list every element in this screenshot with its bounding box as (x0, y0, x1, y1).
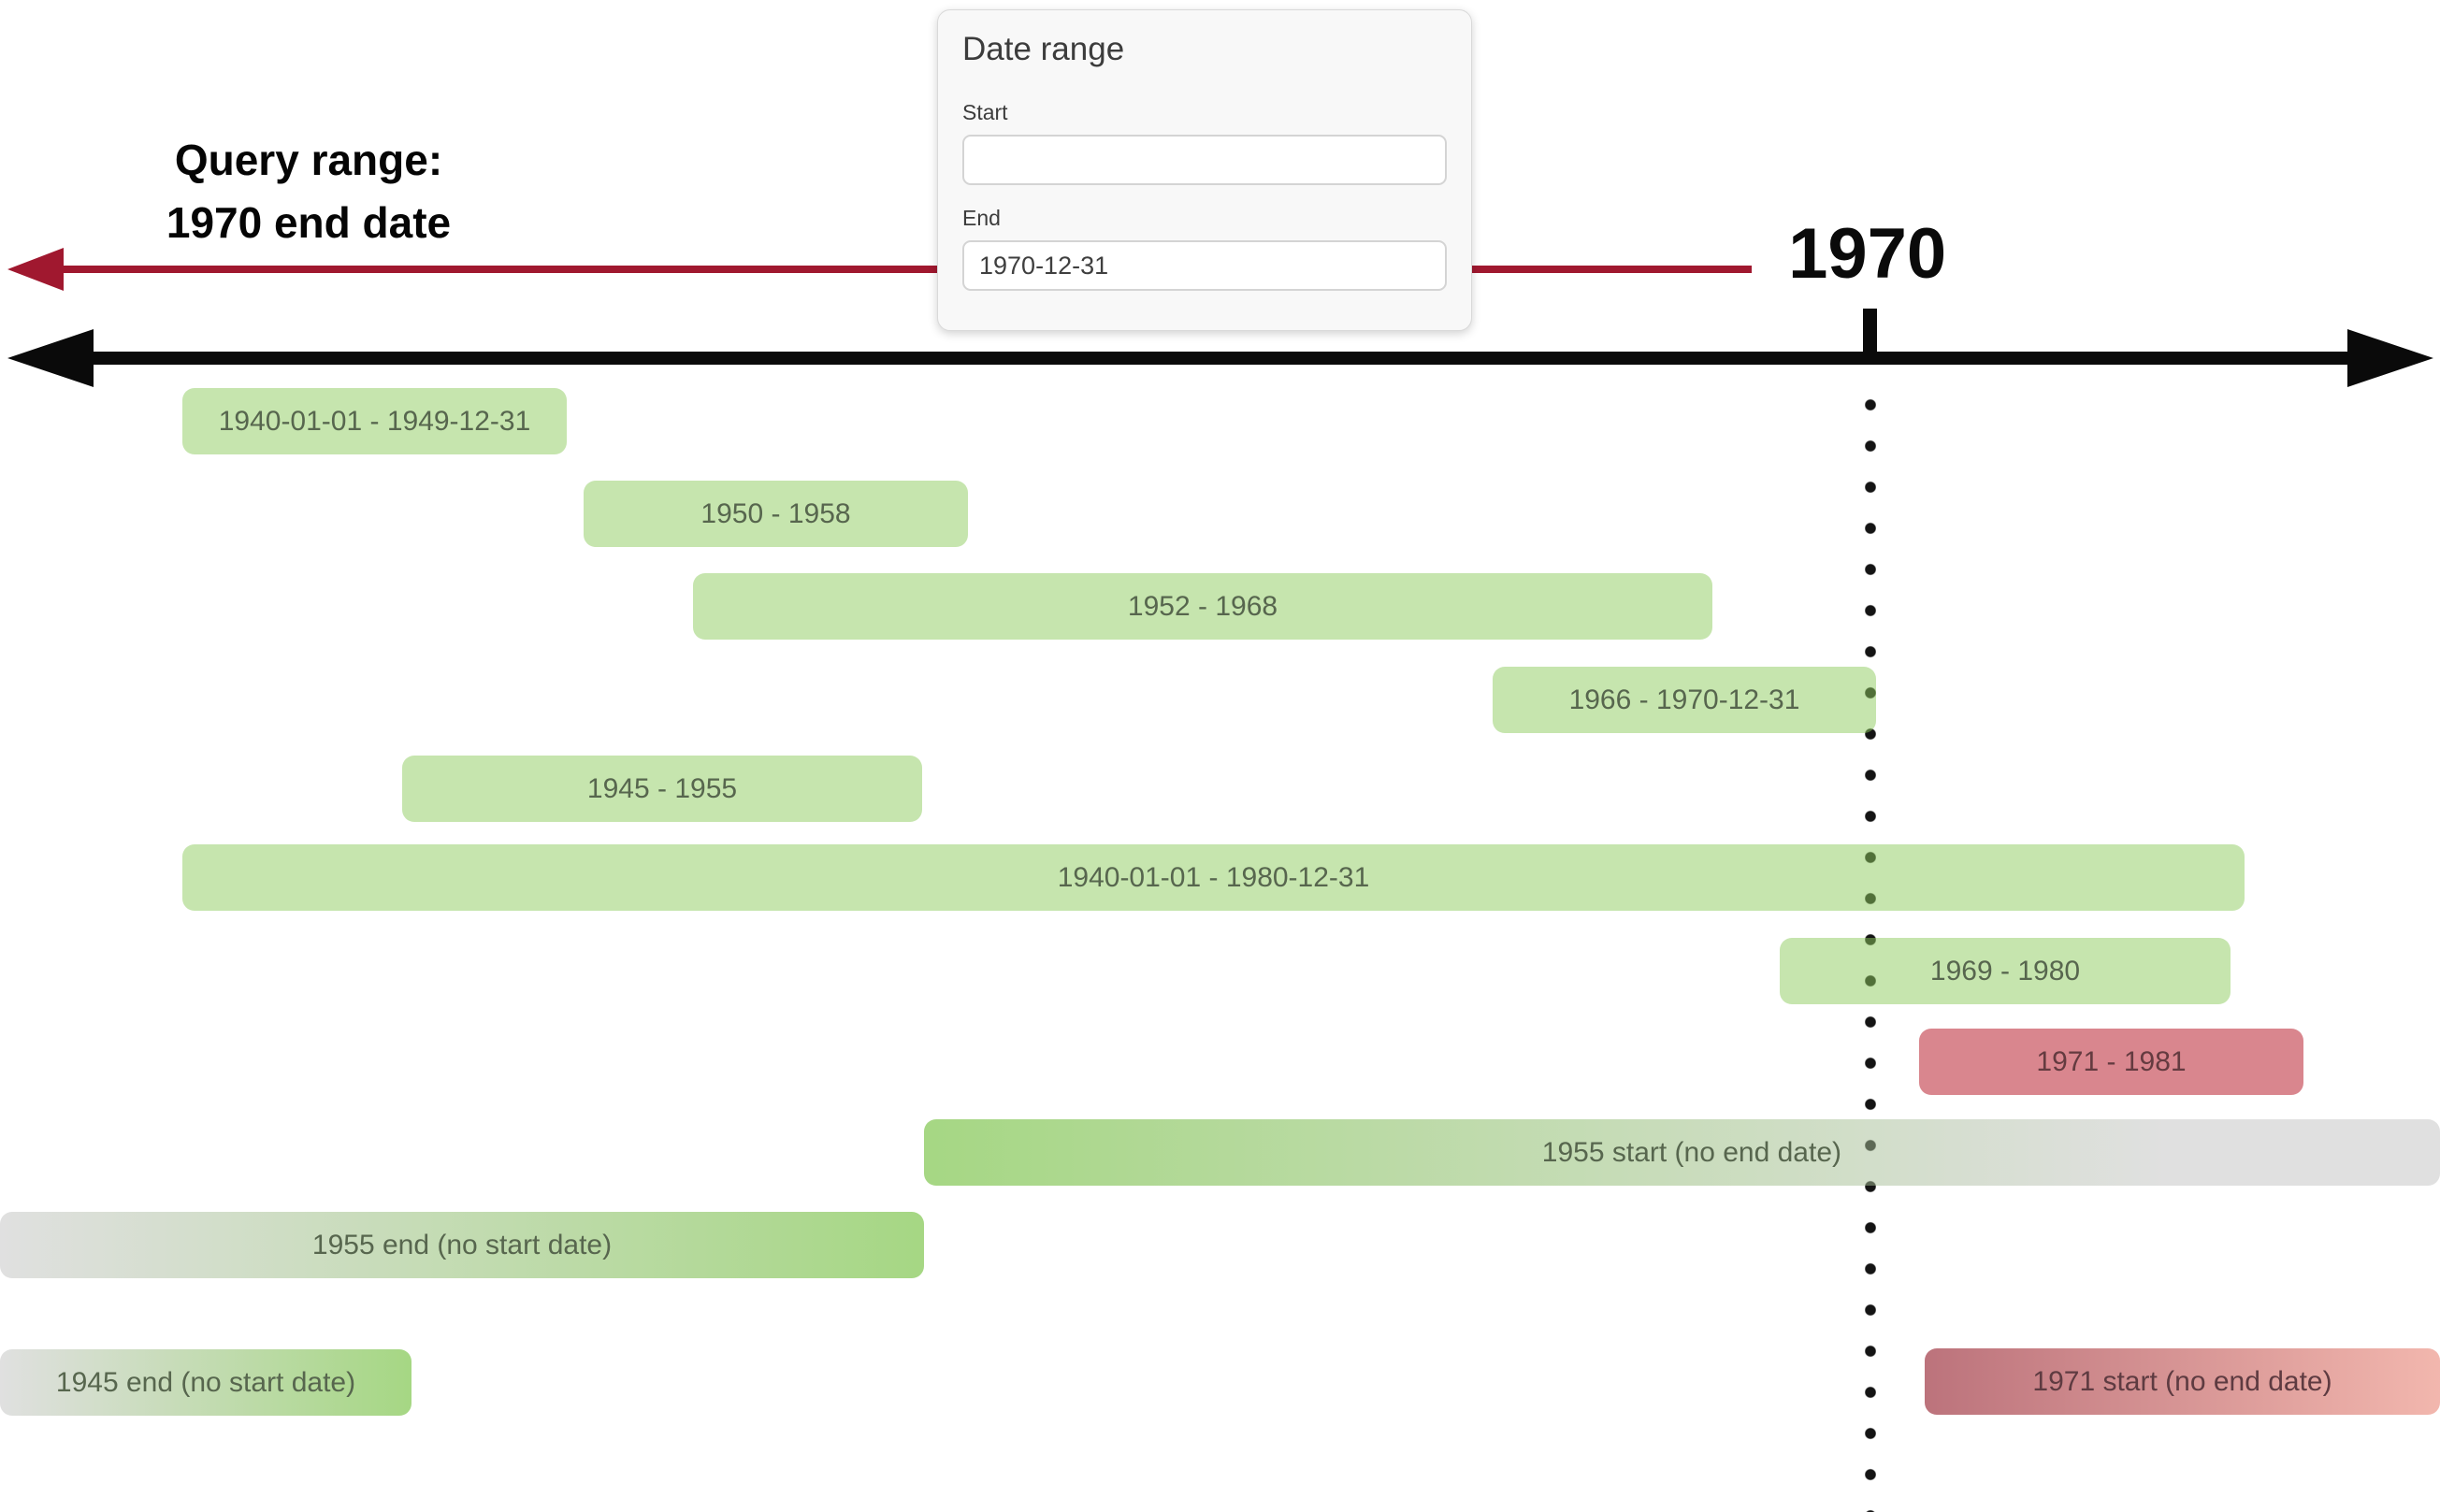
timeline-bar-label: 1966 - 1970-12-31 (1568, 684, 1800, 715)
year-marker-tick (1863, 309, 1877, 353)
timeline-axis (54, 352, 2387, 365)
start-date-label: Start (962, 100, 1008, 124)
query-range-annotation: Query range: 1970 end date (84, 129, 533, 253)
timeline-bar-label: 1952 - 1968 (1127, 591, 1278, 622)
timeline-bar-label: 1945 end (no start date) (55, 1367, 356, 1398)
timeline-bar-1: 1940-01-01 - 1949-12-31 (182, 388, 567, 454)
query-range-arrowhead-left-icon (7, 248, 64, 291)
end-date-input[interactable] (962, 240, 1447, 291)
timeline-bar-label: 1955 start (no end date) (1541, 1137, 1841, 1168)
timeline-bar-label: 1969 - 1980 (1929, 956, 2081, 986)
timeline-bar-label: 1971 start (no end date) (2032, 1366, 2332, 1397)
date-range-panel-title: Date range (962, 31, 1125, 67)
timeline-bar-2: 1950 - 1958 (584, 481, 968, 547)
timeline-bar-6: 1940-01-01 - 1980-12-31 (182, 844, 2245, 911)
year-marker-label: 1970 (1788, 214, 1947, 294)
timeline-bar-label: 1940-01-01 - 1949-12-31 (218, 406, 531, 437)
timeline-bar-10: 1955 end (no start date) (0, 1212, 924, 1278)
date-range-panel: Date range Start End (937, 9, 1472, 331)
timeline-bar-label: 1971 - 1981 (2036, 1046, 2187, 1077)
query-range-annotation-line2: 1970 end date (166, 197, 452, 247)
query-range-arrow-line (47, 266, 1752, 273)
start-date-input[interactable] (962, 135, 1447, 185)
timeline-bar-label: 1940-01-01 - 1980-12-31 (1057, 862, 1370, 893)
timeline-arrowhead-left-icon (7, 329, 94, 387)
timeline-bar-4: 1966 - 1970-12-31 (1493, 667, 1876, 733)
query-range-annotation-line1: Query range: (174, 136, 443, 184)
timeline-bar-3: 1952 - 1968 (693, 573, 1712, 640)
timeline-bar-11: 1945 end (no start date) (0, 1349, 411, 1416)
timeline-bar-label: 1950 - 1958 (700, 498, 851, 529)
timeline-arrowhead-right-icon (2347, 329, 2433, 387)
timeline-bar-9: 1955 start (no end date) (924, 1119, 2440, 1186)
timeline-bar-12: 1971 start (no end date) (1925, 1348, 2440, 1415)
timeline-bar-8: 1971 - 1981 (1919, 1029, 2303, 1095)
end-date-label: End (962, 206, 1001, 230)
timeline-bar-label: 1955 end (no start date) (311, 1230, 613, 1260)
timeline-bar-label: 1945 - 1955 (586, 773, 738, 804)
timeline-bar-5: 1945 - 1955 (402, 756, 922, 822)
timeline-bar-7: 1969 - 1980 (1780, 938, 2231, 1004)
